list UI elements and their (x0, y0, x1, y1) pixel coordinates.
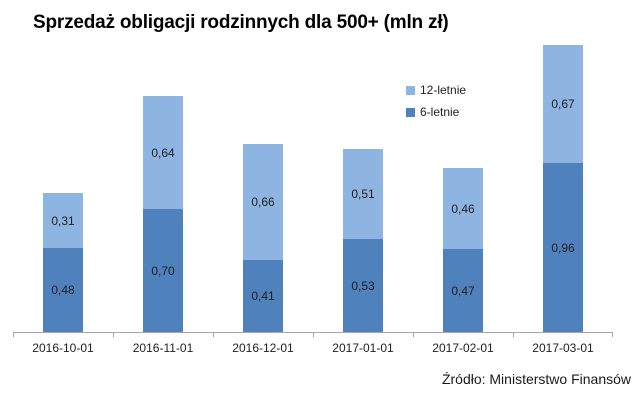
data-label-12-letnie: 0,67 (551, 97, 575, 111)
legend: 12-letnie 6-letnie (406, 79, 466, 123)
legend-label-6-letnie: 6-letnie (420, 105, 460, 119)
bar-segment-12-letnie: 0,46 (443, 168, 483, 249)
bar-segment-12-letnie: 0,66 (243, 144, 283, 260)
axis-tick (313, 332, 314, 337)
legend-item-6-letnie: 6-letnie (406, 101, 466, 123)
bar-2016-11-01: 0,64 0,70 (143, 96, 183, 332)
axis-tick (113, 332, 114, 337)
data-label-6-letnie: 0,48 (51, 283, 75, 297)
legend-item-12-letnie: 12-letnie (406, 79, 466, 101)
bar-2017-02-01: 0,46 0,47 (443, 168, 483, 332)
data-label-12-letnie: 0,51 (351, 187, 375, 201)
data-label-6-letnie: 0,70 (151, 263, 175, 278)
x-axis-label: 2016-12-01 (232, 341, 294, 355)
data-label-12-letnie: 0,31 (51, 213, 75, 228)
x-axis-label: 2017-01-01 (332, 341, 394, 355)
x-axis-label: 2016-10-01 (32, 341, 94, 355)
data-label-6-letnie: 0,41 (251, 289, 275, 303)
x-axis-label: 2017-02-01 (432, 341, 494, 355)
bar-segment-6-letnie: 0,41 (243, 260, 283, 332)
data-label-6-letnie: 0,53 (351, 278, 375, 293)
chart-title: Sprzedaż obligacji rodzinnych dla 500+ (… (33, 12, 449, 33)
bar-segment-12-letnie: 0,64 (143, 96, 183, 209)
data-label-12-letnie: 0,46 (451, 201, 475, 216)
x-axis-label: 2017-03-01 (532, 341, 594, 355)
legend-label-12-letnie: 12-letnie (420, 83, 467, 97)
data-label-12-letnie: 0,64 (151, 145, 175, 160)
bar-segment-6-letnie: 0,53 (343, 239, 383, 332)
bar-2016-10-01: 0,31 0,48 (43, 193, 83, 332)
bar-segment-12-letnie: 0,31 (43, 193, 83, 248)
bar-segment-6-letnie: 0,70 (143, 209, 183, 332)
bar-segment-6-letnie: 0,47 (443, 249, 483, 332)
legend-swatch-12-letnie (406, 85, 415, 95)
data-label-12-letnie: 0,66 (251, 195, 275, 209)
plot-area: 0,31 0,48 2016-10-01 0,64 0,70 2016-11-01 0,66… (13, 30, 613, 355)
data-label-6-letnie: 0,96 (551, 240, 575, 255)
bar-segment-12-letnie: 0,67 (543, 45, 583, 163)
x-axis-label: 2016-11-01 (132, 341, 194, 355)
axis-tick (213, 332, 214, 337)
axis-tick (612, 332, 613, 337)
source-note: Źródło: Ministerstwo Finansów (441, 371, 631, 387)
data-label-6-letnie: 0,47 (451, 283, 475, 298)
bar-2016-12-01: 0,66 0,41 (243, 144, 283, 332)
axis-tick (13, 332, 14, 337)
bar-2017-01-01: 0,51 0,53 (343, 149, 383, 332)
axis-tick (513, 332, 514, 337)
axis-tick (413, 332, 414, 337)
bar-2017-03-01: 0,67 0,96 (543, 45, 583, 332)
bar-segment-6-letnie: 0,96 (543, 163, 583, 332)
bar-segment-12-letnie: 0,51 (343, 149, 383, 239)
legend-swatch-6-letnie (406, 107, 415, 117)
bar-segment-6-letnie: 0,48 (43, 248, 83, 332)
